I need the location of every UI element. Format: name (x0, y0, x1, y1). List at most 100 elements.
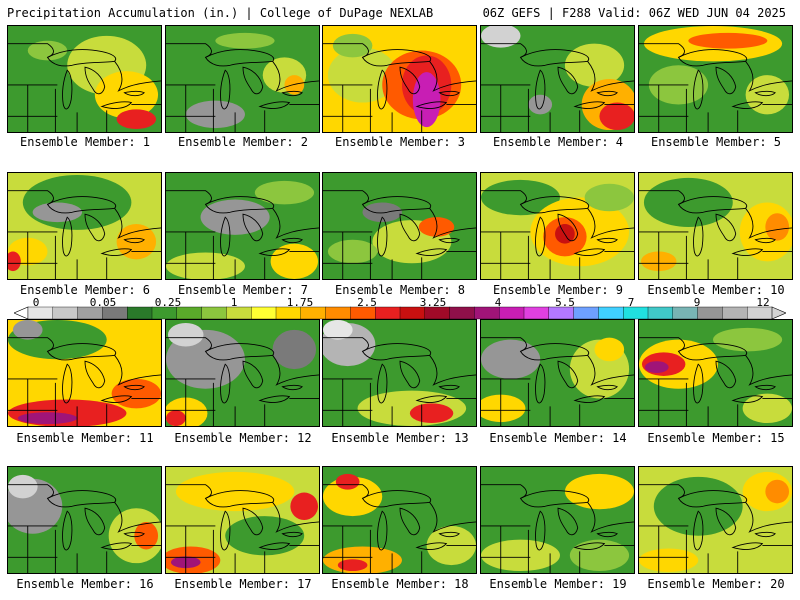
member-map-19 (480, 466, 635, 574)
map-outline (438, 90, 460, 97)
member-label: Ensemble Member: 16 (16, 577, 154, 591)
map-outline (377, 510, 388, 551)
map-outline (639, 337, 792, 386)
map-outline (166, 190, 319, 239)
precip-colorbar (14, 306, 786, 320)
colorbar-swatch (548, 306, 575, 320)
map-outline (557, 507, 579, 536)
map-outline (693, 363, 704, 404)
member-label: Ensemble Member: 2 (177, 135, 309, 149)
map-outline (8, 84, 161, 132)
map-outline (361, 49, 432, 67)
map-outline (281, 531, 303, 538)
map-outline (715, 213, 737, 242)
map-outline (415, 395, 448, 403)
map-outline (8, 231, 161, 279)
map-outline (84, 507, 106, 536)
colorbar-tick-label: 9 (693, 296, 701, 309)
member-map-20 (638, 466, 793, 574)
map-outline (596, 90, 618, 97)
map-outline (731, 395, 764, 403)
colorbar-swatch (77, 306, 103, 320)
colorbar-swatch (499, 306, 525, 320)
colorbar-swatch (176, 306, 203, 320)
colorbar-swatch (151, 306, 178, 320)
map-outline (8, 43, 161, 92)
map-outline (399, 360, 421, 389)
map-outline (535, 363, 546, 404)
member-map-6 (7, 172, 162, 280)
map-outline (415, 101, 448, 109)
map-outline (715, 507, 737, 536)
colorbar-swatch (226, 306, 252, 320)
colorbar-max-arrow (771, 306, 786, 320)
map-outline (693, 216, 704, 257)
colorbar-swatch (647, 306, 674, 320)
member-label: Ensemble Member: 4 (492, 135, 624, 149)
member-map-10 (638, 172, 793, 280)
colorbar-tick-label: 7 (627, 296, 635, 309)
map-outline (204, 49, 275, 67)
colorbar-tick-label: 0 (32, 296, 40, 309)
map-outline (281, 384, 303, 391)
map-outline (220, 363, 231, 404)
colorbar-swatch (325, 306, 352, 320)
colorbar-swatch (250, 306, 277, 320)
map-outline (731, 248, 764, 256)
map-outline (323, 484, 476, 533)
member-map-17 (165, 466, 320, 574)
map-outline (323, 84, 476, 132)
map-outline (220, 216, 231, 257)
map-outline (481, 378, 634, 426)
map-outline (481, 231, 634, 279)
map-outline (242, 507, 264, 536)
member-map-16 (7, 466, 162, 574)
map-outline (481, 190, 634, 239)
map-outline (258, 395, 291, 403)
map-outline (438, 531, 460, 538)
colorbar-swatch (399, 306, 426, 320)
map-outline (596, 531, 618, 538)
member-label: Ensemble Member: 17 (174, 577, 312, 591)
map-outline (8, 525, 161, 573)
member-label: Ensemble Member: 20 (647, 577, 785, 591)
map-outline (8, 190, 161, 239)
member-label: Ensemble Member: 14 (489, 431, 627, 445)
map-outline (220, 510, 231, 551)
map-outline (166, 484, 319, 533)
map-outline (166, 525, 319, 573)
map-outline (100, 395, 133, 403)
map-outline (258, 542, 291, 550)
member-label: Ensemble Member: 19 (489, 577, 627, 591)
member-map-9 (480, 172, 635, 280)
member-map-2 (165, 25, 320, 133)
map-outline (84, 66, 106, 95)
member-label: Ensemble Member: 5 (650, 135, 782, 149)
map-outline (535, 216, 546, 257)
map-outline (62, 510, 73, 551)
member-map-12 (165, 319, 320, 427)
map-outline (754, 90, 776, 97)
map-outline (377, 363, 388, 404)
map-outline (519, 49, 590, 67)
member-label: Ensemble Member: 15 (647, 431, 785, 445)
member-map-5 (638, 25, 793, 133)
colorbar-swatch (375, 306, 401, 320)
colorbar-swatch (102, 306, 128, 320)
colorbar-swatch (350, 306, 376, 320)
colorbar-swatch (424, 306, 451, 320)
colorbar-swatch (300, 306, 327, 320)
map-outline (62, 363, 73, 404)
map-outline (166, 337, 319, 386)
map-outline (323, 190, 476, 239)
chart-title: Precipitation Accumulation (in.) | Colle… (7, 6, 434, 20)
colorbar-tick-label: 5.5 (555, 296, 575, 309)
colorbar-swatch (275, 306, 302, 320)
map-outline (677, 49, 748, 67)
colorbar-tick-label: 1 (230, 296, 238, 309)
map-outline (557, 360, 579, 389)
member-map-4 (480, 25, 635, 133)
map-outline (573, 395, 606, 403)
map-outline (281, 237, 303, 244)
map-outline (361, 196, 432, 214)
